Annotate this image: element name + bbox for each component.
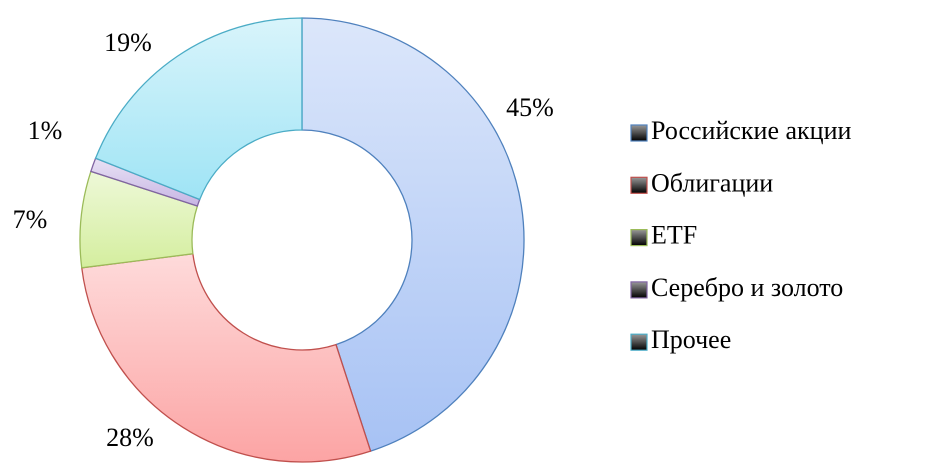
legend-label: Прочее (651, 325, 731, 354)
legend-label: ETF (651, 221, 697, 250)
legend-swatch (630, 176, 648, 194)
legend-swatch (630, 333, 648, 351)
data-label: 7% (13, 205, 48, 234)
legend-swatch (630, 124, 648, 142)
donut-slice (301, 17, 525, 452)
legend-label: Российские акции (651, 116, 851, 145)
legend-swatch (630, 229, 648, 247)
donut-slice (81, 253, 372, 463)
legend-swatch (630, 281, 648, 299)
data-label: 1% (28, 116, 63, 145)
data-label: 28% (106, 423, 154, 452)
legend-label: Облигации (651, 168, 773, 197)
legend-label: Серебро и золото (651, 273, 843, 302)
donut-slice (94, 17, 303, 201)
data-label: 19% (104, 28, 152, 57)
data-label: 45% (506, 93, 554, 122)
